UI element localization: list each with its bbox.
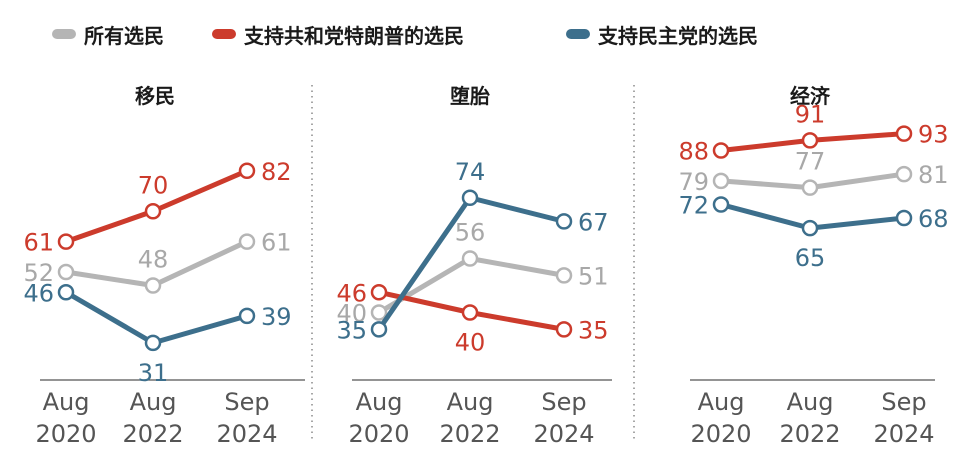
legend-item-all-voters: 所有选民 (52, 20, 164, 48)
panel-title: 经济 (790, 84, 831, 108)
data-point (801, 219, 819, 237)
data-label: 35 (578, 316, 609, 344)
data-point (57, 233, 75, 250)
data-point (555, 321, 573, 338)
data-point (238, 307, 256, 325)
data-point (801, 179, 819, 196)
data-point (57, 284, 75, 301)
data-label: 40 (336, 300, 367, 328)
panel-title: 移民 (135, 84, 175, 108)
data-label: 46 (336, 279, 367, 307)
data-label: 48 (138, 246, 169, 274)
legend-label-trump-supporters: 支持共和党特朗普的选民 (244, 23, 464, 48)
data-point (461, 189, 479, 206)
legend-label-democrat-supporters: 支持民主党的选民 (598, 23, 758, 48)
x-tick-label: Aug 2022 (779, 388, 840, 448)
data-point (712, 196, 730, 213)
data-label: 61 (23, 229, 54, 257)
data-label: 65 (795, 244, 826, 272)
data-point (801, 132, 819, 149)
x-tick-label: Sep 2024 (533, 388, 594, 448)
data-label: 91 (795, 100, 826, 128)
data-label: 88 (678, 138, 709, 166)
x-tick-label: Aug 2022 (122, 388, 183, 448)
panel-title: 堕胎 (450, 84, 490, 108)
data-point (712, 142, 730, 159)
data-point (370, 304, 388, 321)
x-tick-label: Aug 2020 (690, 388, 751, 448)
data-label: 68 (918, 205, 949, 233)
data-point (895, 165, 913, 183)
data-label: 93 (918, 121, 949, 149)
data-point (238, 162, 256, 179)
data-label: 82 (261, 158, 292, 186)
legend-label-all-voters: 所有选民 (84, 23, 164, 48)
panel-1: 移民 Aug 2020 Aug 2022 Sep 2024 52 48 61 61 70 82 46 31 3… (23, 84, 305, 448)
x-tick-label: Aug 2022 (439, 388, 500, 448)
data-label: 81 (918, 161, 949, 189)
data-point (461, 250, 479, 267)
data-label: 61 (261, 229, 292, 257)
data-point (555, 213, 573, 230)
panel-3: 经济 Aug 2020 Aug 2022 Sep 2024 79 77 81 88 91 93 72 65 6… (678, 84, 948, 448)
data-point (895, 209, 913, 227)
x-tick-label: Sep 2024 (216, 388, 277, 448)
data-point (57, 263, 75, 281)
data-point (895, 125, 913, 142)
legend-item-trump-supporters: 支持共和党特朗普的选民 (212, 20, 464, 48)
data-label: 77 (795, 148, 826, 176)
data-label: 79 (678, 168, 709, 196)
data-label: 70 (138, 171, 169, 199)
data-point (370, 321, 388, 338)
data-label: 31 (138, 359, 169, 387)
data-label: 46 (23, 279, 54, 307)
data-label: 72 (678, 192, 709, 220)
data-label: 74 (455, 158, 486, 186)
legend: 所有选民 支持共和党特朗普的选民 支持民主党的选民 (0, 0, 960, 60)
data-point (144, 277, 162, 294)
data-point (555, 267, 573, 284)
data-label: 39 (261, 303, 292, 331)
x-tick-label: Aug 2020 (348, 388, 409, 448)
x-tick-label: Aug 2020 (35, 388, 96, 448)
data-label: 56 (455, 219, 486, 247)
data-label: 52 (23, 259, 54, 287)
legend-swatch-trump-supporters (212, 29, 236, 39)
data-label: 67 (578, 208, 609, 236)
x-tick-label: Sep 2024 (873, 388, 934, 448)
legend-swatch-democrat-supporters (566, 29, 590, 39)
legend-item-democrat-supporters: 支持民主党的选民 (566, 20, 758, 48)
series-line (63, 289, 250, 346)
data-point (238, 233, 256, 250)
legend-swatch-all-voters (52, 29, 76, 39)
data-point (461, 304, 479, 321)
data-label: 40 (455, 329, 486, 357)
data-point (144, 203, 162, 220)
data-label: 51 (578, 262, 609, 290)
data-point (144, 334, 162, 352)
data-label: 35 (336, 316, 367, 344)
data-point (712, 172, 730, 190)
data-point (370, 284, 388, 301)
